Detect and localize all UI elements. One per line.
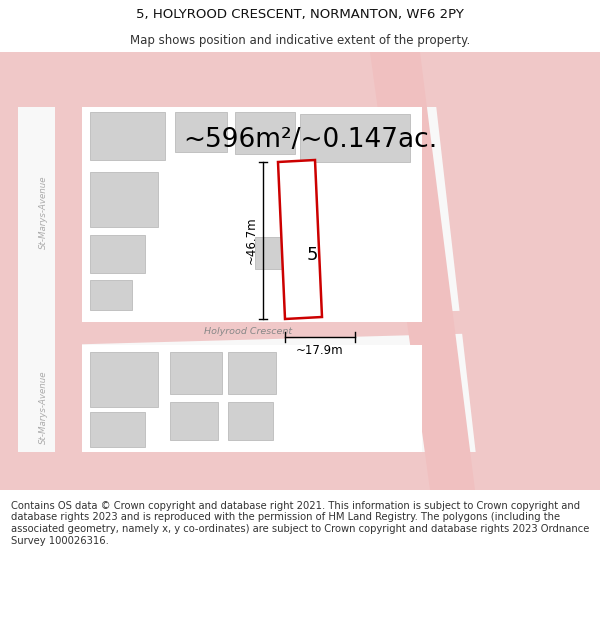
Bar [90,172,158,227]
Bar [82,107,422,322]
Bar [235,112,295,154]
Bar [90,280,132,310]
Text: 5, HOLYROOD CRESCENT, NORMANTON, WF6 2PY: 5, HOLYROOD CRESCENT, NORMANTON, WF6 2PY [136,8,464,21]
Bar [90,235,145,273]
Bar [228,402,273,440]
Text: ~46.7m: ~46.7m [245,217,257,264]
Bar [55,52,82,490]
Text: ~596m²/~0.147ac.: ~596m²/~0.147ac. [183,127,437,153]
Bar [82,345,422,452]
Polygon shape [370,52,475,490]
Bar [255,237,293,269]
Bar [300,114,410,162]
Bar [90,112,165,160]
Polygon shape [278,160,322,319]
Bar [170,402,218,440]
Polygon shape [430,52,600,490]
Text: Holyrood Crescent: Holyrood Crescent [204,328,292,336]
Bar [0,52,600,107]
Polygon shape [55,307,600,345]
Text: Map shows position and indicative extent of the property.: Map shows position and indicative extent… [130,34,470,47]
Bar [90,412,145,447]
Bar [228,352,276,394]
Text: ~17.9m: ~17.9m [296,344,344,357]
Text: St-Marys-Avenue: St-Marys-Avenue [38,370,47,444]
Text: St-Marys-Avenue: St-Marys-Avenue [38,175,47,249]
Bar [90,352,158,407]
Bar [0,452,600,490]
Text: Contains OS data © Crown copyright and database right 2021. This information is : Contains OS data © Crown copyright and d… [11,501,589,546]
Bar [175,112,227,152]
Text: 5: 5 [306,246,318,264]
Bar [170,352,222,394]
Bar [0,52,18,490]
